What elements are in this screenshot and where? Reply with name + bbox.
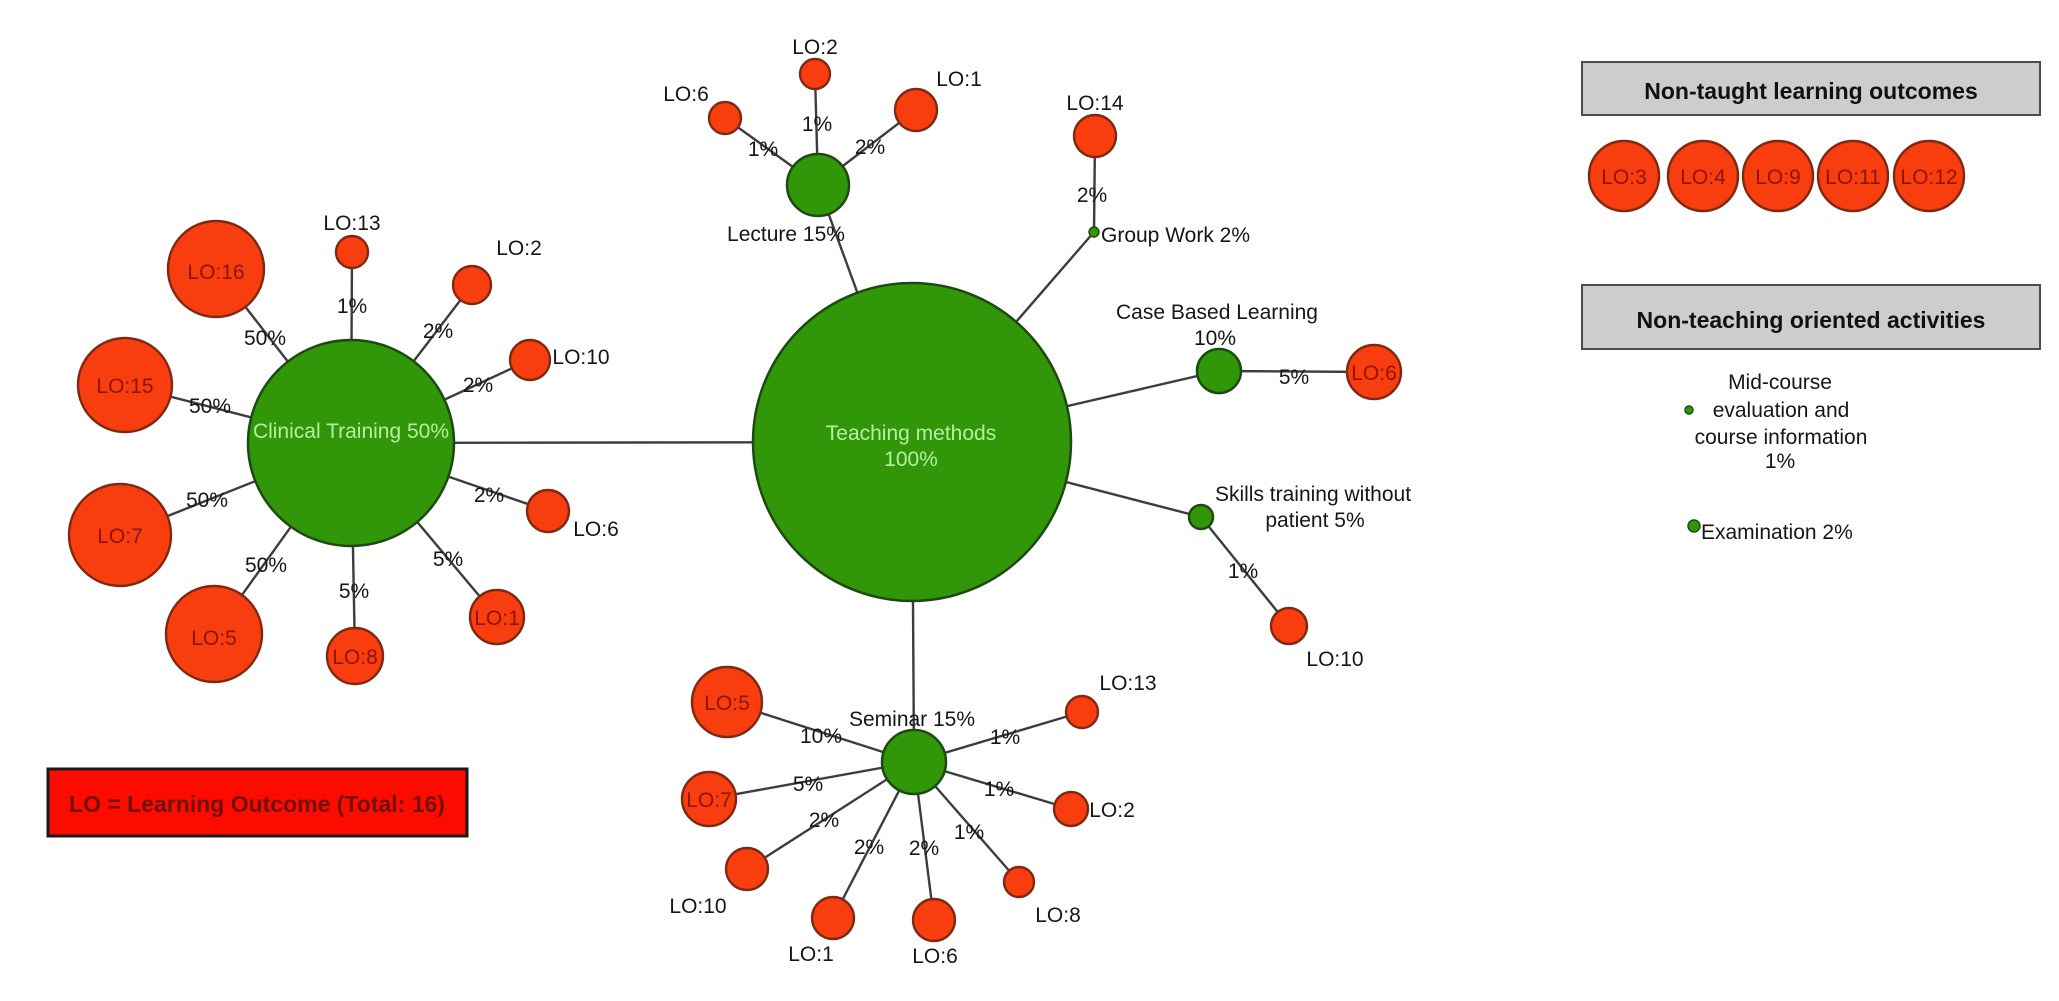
svg-text:1%: 1% bbox=[748, 138, 778, 161]
svg-text:1%: 1% bbox=[984, 778, 1014, 801]
svg-text:LO:3: LO:3 bbox=[1601, 166, 1647, 189]
svg-text:2%: 2% bbox=[855, 136, 885, 159]
svg-text:evaluation and: evaluation and bbox=[1713, 399, 1850, 422]
svg-text:LO:1: LO:1 bbox=[474, 607, 520, 630]
svg-text:patient 5%: patient 5% bbox=[1265, 509, 1364, 532]
svg-text:Examination 2%: Examination 2% bbox=[1701, 521, 1853, 544]
svg-text:LO:10: LO:10 bbox=[669, 895, 726, 918]
svg-text:LO:11: LO:11 bbox=[1825, 166, 1881, 189]
svg-text:LO:10: LO:10 bbox=[1306, 648, 1363, 671]
svg-text:LO:8: LO:8 bbox=[1035, 904, 1081, 927]
svg-text:5%: 5% bbox=[793, 773, 823, 796]
svg-text:LO:9: LO:9 bbox=[1755, 166, 1801, 189]
svg-text:LO:5: LO:5 bbox=[191, 627, 237, 650]
svg-text:LO:8: LO:8 bbox=[332, 646, 378, 669]
svg-text:Group Work 2%: Group Work 2% bbox=[1101, 224, 1250, 247]
svg-text:LO:13: LO:13 bbox=[323, 212, 380, 235]
svg-text:1%: 1% bbox=[802, 113, 832, 136]
svg-text:Mid-course: Mid-course bbox=[1728, 371, 1832, 394]
svg-text:LO:1: LO:1 bbox=[788, 943, 834, 966]
svg-text:2%: 2% bbox=[474, 484, 504, 507]
svg-text:Non-teaching oriented activiti: Non-teaching oriented activities bbox=[1637, 307, 1986, 333]
svg-text:5%: 5% bbox=[433, 548, 463, 571]
svg-text:Clinical Training 50%: Clinical Training 50% bbox=[253, 420, 449, 443]
svg-text:Skills training without: Skills training without bbox=[1215, 483, 1411, 506]
svg-text:LO:7: LO:7 bbox=[686, 789, 732, 812]
svg-text:LO:12: LO:12 bbox=[1900, 166, 1957, 189]
svg-text:1%: 1% bbox=[990, 726, 1020, 749]
svg-text:Non-taught learning outcomes: Non-taught learning outcomes bbox=[1644, 78, 1978, 104]
svg-text:LO:2: LO:2 bbox=[496, 237, 542, 260]
svg-text:1%: 1% bbox=[1228, 560, 1258, 583]
svg-text:LO:10: LO:10 bbox=[552, 346, 609, 369]
svg-text:LO:7: LO:7 bbox=[97, 525, 143, 548]
svg-text:50%: 50% bbox=[186, 489, 228, 512]
svg-text:10%: 10% bbox=[1194, 327, 1236, 350]
svg-text:LO:2: LO:2 bbox=[1089, 799, 1135, 822]
svg-text:2%: 2% bbox=[809, 809, 839, 832]
svg-text:Seminar 15%: Seminar 15% bbox=[849, 708, 975, 731]
svg-text:Teaching methods: Teaching methods bbox=[826, 422, 996, 445]
svg-text:5%: 5% bbox=[339, 580, 369, 603]
svg-text:LO:4: LO:4 bbox=[1680, 166, 1726, 189]
svg-text:LO:6: LO:6 bbox=[663, 83, 709, 106]
svg-text:2%: 2% bbox=[909, 837, 939, 860]
svg-text:LO:6: LO:6 bbox=[912, 945, 958, 968]
svg-text:LO:15: LO:15 bbox=[96, 375, 153, 398]
svg-text:Case Based Learning: Case Based Learning bbox=[1116, 301, 1318, 324]
svg-text:LO:16: LO:16 bbox=[187, 261, 244, 284]
svg-text:2%: 2% bbox=[423, 320, 453, 343]
svg-text:LO:14: LO:14 bbox=[1066, 92, 1124, 115]
svg-text:1%: 1% bbox=[1765, 450, 1795, 473]
svg-text:LO:1: LO:1 bbox=[936, 68, 982, 91]
svg-text:LO:5: LO:5 bbox=[704, 692, 750, 715]
svg-text:50%: 50% bbox=[244, 327, 286, 350]
svg-text:10%: 10% bbox=[800, 725, 842, 748]
svg-text:5%: 5% bbox=[1279, 366, 1309, 389]
svg-text:LO:6: LO:6 bbox=[573, 518, 619, 541]
svg-text:LO = Learning Outcome (Total:: LO = Learning Outcome (Total: 16) bbox=[69, 791, 445, 817]
svg-text:LO:6: LO:6 bbox=[1351, 362, 1397, 385]
svg-text:LO:2: LO:2 bbox=[792, 36, 838, 59]
svg-text:course information: course information bbox=[1695, 426, 1868, 449]
svg-text:Lecture 15%: Lecture 15% bbox=[727, 223, 845, 246]
svg-text:2%: 2% bbox=[854, 836, 884, 859]
svg-text:2%: 2% bbox=[463, 374, 493, 397]
svg-text:1%: 1% bbox=[954, 821, 984, 844]
svg-text:50%: 50% bbox=[245, 554, 287, 577]
svg-text:100%: 100% bbox=[884, 448, 938, 471]
svg-text:1%: 1% bbox=[337, 295, 367, 318]
svg-text:2%: 2% bbox=[1077, 184, 1107, 207]
svg-text:LO:13: LO:13 bbox=[1099, 672, 1156, 695]
svg-text:50%: 50% bbox=[189, 395, 231, 418]
